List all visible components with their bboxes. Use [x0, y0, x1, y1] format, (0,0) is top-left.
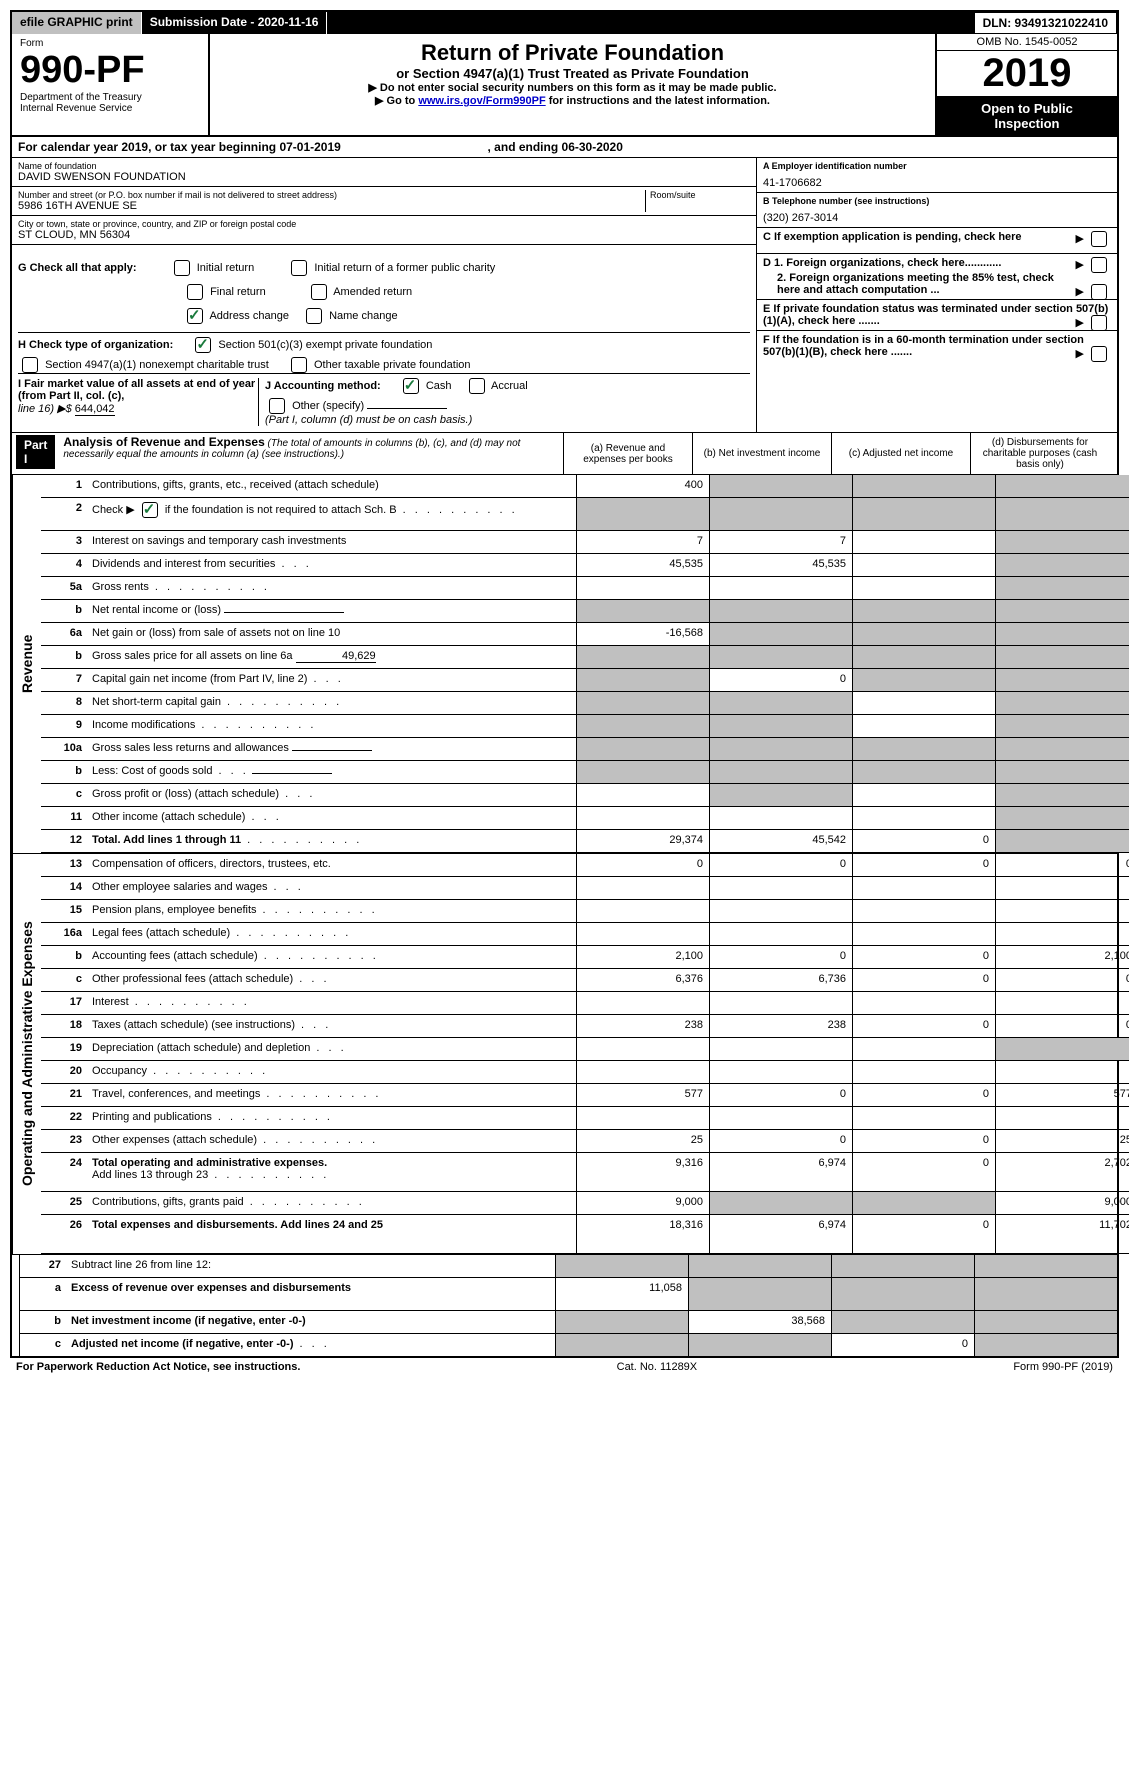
h2-checkbox[interactable] — [22, 357, 38, 373]
expenses-vlabel: Operating and Administrative Expenses — [12, 854, 41, 1254]
telephone: (320) 267-3014 — [763, 206, 1111, 224]
expenses-section: Operating and Administrative Expenses 13… — [12, 853, 1117, 1254]
part1-label: Part I — [16, 435, 55, 469]
name-change-checkbox[interactable] — [306, 308, 322, 324]
submission-date: Submission Date - 2020-11-16 — [142, 12, 328, 34]
center-header: Return of Private Foundation or Section … — [210, 34, 935, 135]
h-label: H Check type of organization: — [18, 339, 173, 351]
revenue-section: Revenue 1Contributions, gifts, grants, e… — [12, 475, 1117, 853]
col-a-header: (a) Revenue and expenses per books — [563, 433, 692, 474]
top-bar: efile GRAPHIC print Submission Date - 20… — [12, 12, 1117, 34]
initial-checkbox[interactable] — [174, 260, 190, 276]
form-container: efile GRAPHIC print Submission Date - 20… — [10, 10, 1119, 1358]
i-label: I Fair market value of all assets at end… — [18, 378, 255, 402]
city: ST CLOUD, MN 56304 — [18, 229, 750, 241]
ein: 41-1706682 — [763, 171, 1111, 189]
footer-right: Form 990-PF (2019) — [1013, 1361, 1113, 1373]
c-checkbox[interactable] — [1091, 231, 1107, 247]
tax-year: 2019 — [937, 51, 1117, 97]
name-label: Name of foundation — [18, 161, 750, 171]
irs-label: Internal Revenue Service — [20, 103, 200, 114]
instruction-2: ▶ Go to www.irs.gov/Form990PF for instru… — [230, 94, 915, 107]
cash-checkbox[interactable] — [403, 378, 419, 394]
i-value: 644,042 — [75, 403, 115, 416]
f-checkbox[interactable] — [1091, 346, 1107, 362]
year-box: OMB No. 1545-0052 2019 Open to Public In… — [935, 34, 1117, 135]
inst2-suffix: for instructions and the latest informat… — [546, 95, 770, 107]
d2-checkbox[interactable] — [1091, 284, 1107, 300]
form-subtitle: or Section 4947(a)(1) Trust Treated as P… — [230, 66, 915, 81]
accrual-checkbox[interactable] — [469, 378, 485, 394]
addr-label: Number and street (or P.O. box number if… — [18, 190, 645, 200]
checks-section: G Check all that apply: Initial return I… — [12, 254, 1117, 432]
inst2-prefix: ▶ Go to — [375, 95, 418, 107]
h1-checkbox[interactable] — [195, 337, 211, 353]
footer-center: Cat. No. 11289X — [617, 1361, 698, 1373]
address: 5986 16TH AVENUE SE — [18, 200, 645, 212]
cal-text1: For calendar year 2019, or tax year begi… — [18, 140, 341, 154]
part1-title: Analysis of Revenue and Expenses — [63, 435, 264, 449]
c-label: C If exemption application is pending, c… — [763, 231, 1022, 243]
irs-link[interactable]: www.irs.gov/Form990PF — [418, 95, 545, 107]
tel-label: B Telephone number (see instructions) — [763, 196, 1111, 206]
j-note: (Part I, column (d) must be on cash basi… — [265, 414, 750, 426]
header-section: Form 990-PF Department of the Treasury I… — [12, 34, 1117, 137]
form-label: Form — [20, 38, 200, 49]
col-b-header: (b) Net investment income — [692, 433, 831, 474]
cal-text2: , and ending 06-30-2020 — [488, 140, 623, 154]
h3-checkbox[interactable] — [291, 357, 307, 373]
sch-b-checkbox[interactable] — [142, 502, 158, 518]
footer-row: For Paperwork Reduction Act Notice, see … — [10, 1358, 1119, 1376]
other-checkbox[interactable] — [269, 398, 285, 414]
dept-label: Department of the Treasury — [20, 92, 200, 103]
subtract-section: 27Subtract line 26 from line 12: aExcess… — [12, 1254, 1117, 1356]
inspection-label: Open to Public Inspection — [937, 97, 1117, 135]
form-number-box: Form 990-PF Department of the Treasury I… — [12, 34, 210, 135]
f-label: F If the foundation is in a 60-month ter… — [763, 334, 1084, 358]
j-label: J Accounting method: — [265, 380, 381, 392]
city-label: City or town, state or province, country… — [18, 219, 750, 229]
calendar-row: For calendar year 2019, or tax year begi… — [12, 137, 1117, 158]
e-label: E If private foundation status was termi… — [763, 303, 1108, 327]
part1-header-row: Part I Analysis of Revenue and Expenses … — [12, 432, 1117, 475]
d2-label: 2. Foreign organizations meeting the 85%… — [777, 272, 1054, 296]
room-label: Room/suite — [650, 190, 750, 200]
identity-section: Name of foundation DAVID SWENSON FOUNDAT… — [12, 158, 1117, 254]
amended-checkbox[interactable] — [311, 284, 327, 300]
e-checkbox[interactable] — [1091, 315, 1107, 331]
col-c-header: (c) Adjusted net income — [831, 433, 970, 474]
final-checkbox[interactable] — [187, 284, 203, 300]
efile-label: efile GRAPHIC print — [12, 12, 142, 34]
footer-left: For Paperwork Reduction Act Notice, see … — [16, 1361, 300, 1373]
instruction-1: ▶ Do not enter social security numbers o… — [230, 81, 915, 94]
omb-number: OMB No. 1545-0052 — [937, 34, 1117, 51]
col-d-header: (d) Disbursements for charitable purpose… — [970, 433, 1109, 474]
foundation-name: DAVID SWENSON FOUNDATION — [18, 171, 750, 183]
dln-label: DLN: 93491321022410 — [974, 12, 1117, 34]
form-title: Return of Private Foundation — [230, 40, 915, 66]
ein-label: A Employer identification number — [763, 161, 1111, 171]
g-label: G Check all that apply: — [18, 262, 137, 274]
d1-checkbox[interactable] — [1091, 257, 1107, 273]
form-number: 990-PF — [20, 49, 200, 92]
initial-former-checkbox[interactable] — [291, 260, 307, 276]
d1-label: D 1. Foreign organizations, check here..… — [763, 257, 1001, 269]
revenue-vlabel: Revenue — [12, 475, 41, 853]
address-change-checkbox[interactable] — [187, 308, 203, 324]
